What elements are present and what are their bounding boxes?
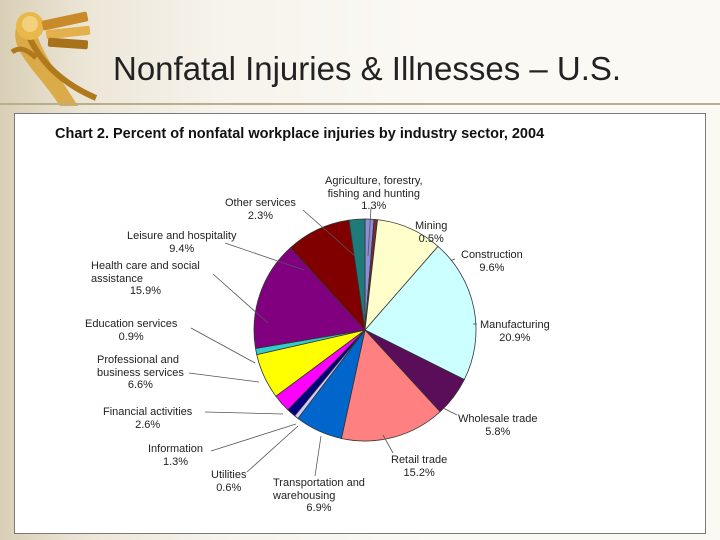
leader-line-8 bbox=[246, 425, 299, 473]
slice-value: 6.9% bbox=[306, 502, 332, 514]
slice-value: 15.2% bbox=[403, 466, 435, 479]
pie-chart-canvas bbox=[188, 207, 477, 477]
leader-line-10 bbox=[204, 411, 284, 415]
slice-label-line: Education services bbox=[85, 318, 178, 330]
slice-label-line: Other services bbox=[225, 197, 296, 209]
leader-line-5 bbox=[442, 407, 458, 416]
slice-label-12: Education services 0.9% bbox=[85, 318, 177, 343]
slice-value: 15.9% bbox=[129, 285, 162, 297]
slice-label-11: Professional and business services 6.6% bbox=[97, 354, 184, 392]
slice-label-line: Construction bbox=[461, 249, 523, 261]
slice-label-14: Leisure and hospitality 9.4% bbox=[127, 230, 236, 255]
leader-line-15 bbox=[302, 209, 356, 257]
slice-value: 0.9% bbox=[118, 330, 144, 343]
slice-value: 0.6% bbox=[216, 481, 242, 494]
slice-label-13: Health care and social assistance 15.9% bbox=[91, 260, 200, 298]
slice-label-line: Financial activities bbox=[103, 406, 193, 418]
slice-label-line: Information bbox=[148, 443, 204, 455]
leader-line-7 bbox=[314, 435, 322, 477]
slice-value: 6.6% bbox=[127, 379, 153, 391]
pie-slice-13 bbox=[253, 247, 366, 349]
slice-label-line: Manufacturing bbox=[480, 319, 550, 331]
pie-slice-4 bbox=[364, 245, 477, 381]
slice-value: 2.3% bbox=[247, 209, 273, 222]
slice-value: 0.5% bbox=[418, 232, 444, 245]
slice-label-1: Agriculture, forestry, fishing and huntin… bbox=[325, 175, 423, 213]
slice-label-3: Construction 9.6% bbox=[461, 249, 523, 274]
leader-line-6 bbox=[382, 434, 394, 454]
slice-label-line: Retail trade bbox=[391, 454, 448, 466]
slice-label-line: Utilities bbox=[211, 469, 247, 481]
leader-line-9 bbox=[210, 423, 297, 452]
pie-slice-6 bbox=[340, 329, 441, 442]
title-divider bbox=[0, 103, 720, 105]
slide-title: Nonfatal Injuries & Illnesses – U.S. bbox=[113, 50, 622, 87]
slice-label-line: business services bbox=[97, 366, 184, 379]
slice-label-6: Retail trade 15.2% bbox=[391, 454, 447, 479]
slice-label-line: Professional and bbox=[97, 354, 179, 366]
slice-label-10: Financial activities 2.6% bbox=[103, 406, 192, 431]
slice-value: 1.3% bbox=[162, 455, 189, 468]
slice-value: 5.8% bbox=[485, 425, 511, 438]
slice-label-7: Transportation and warehousing 6.9% bbox=[273, 477, 365, 515]
slice-label-line: warehousing bbox=[273, 489, 336, 502]
slice-value: 20.9% bbox=[499, 331, 531, 344]
leader-line-12 bbox=[190, 327, 256, 364]
slice-value: 1.3% bbox=[361, 200, 387, 212]
slice-label-line: Health care and social bbox=[91, 260, 200, 272]
slice-label-line: Wholesale trade bbox=[458, 413, 538, 425]
leader-line-1 bbox=[367, 207, 372, 257]
slice-label-15: Other services 2.3% bbox=[225, 197, 296, 222]
slice-label-line: Leisure and hospitality bbox=[127, 230, 237, 242]
pie-chart: Chart 2. Percent of nonfatal workplace i… bbox=[14, 113, 706, 534]
leader-line-14 bbox=[224, 242, 305, 271]
slice-label-8: Utilities 0.6% bbox=[211, 469, 246, 494]
slice-label-line: assistance bbox=[91, 272, 143, 285]
slice-label-4: Manufacturing 20.9% bbox=[480, 319, 550, 344]
slice-label-line: Transportation and bbox=[273, 477, 365, 489]
slice-value: 9.4% bbox=[169, 242, 195, 255]
pie-slice-15 bbox=[348, 218, 366, 331]
slice-label-2: Mining 0.5% bbox=[415, 220, 447, 245]
slice-value: 9.6% bbox=[479, 261, 505, 274]
leader-line-11 bbox=[188, 372, 260, 383]
leader-line-13 bbox=[212, 273, 269, 324]
slice-label-5: Wholesale trade 5.8% bbox=[458, 413, 538, 438]
slice-value: 2.6% bbox=[135, 418, 161, 431]
slice-label-line: Agriculture, forestry, bbox=[325, 175, 423, 187]
chart-title: Chart 2. Percent of nonfatal workplace i… bbox=[55, 126, 545, 142]
slice-label-line: fishing and hunting bbox=[327, 187, 420, 200]
slice-label-9: Information 1.3% bbox=[148, 443, 203, 468]
slice-label-line: Mining bbox=[415, 220, 448, 232]
book-stack-logo bbox=[10, 11, 98, 106]
